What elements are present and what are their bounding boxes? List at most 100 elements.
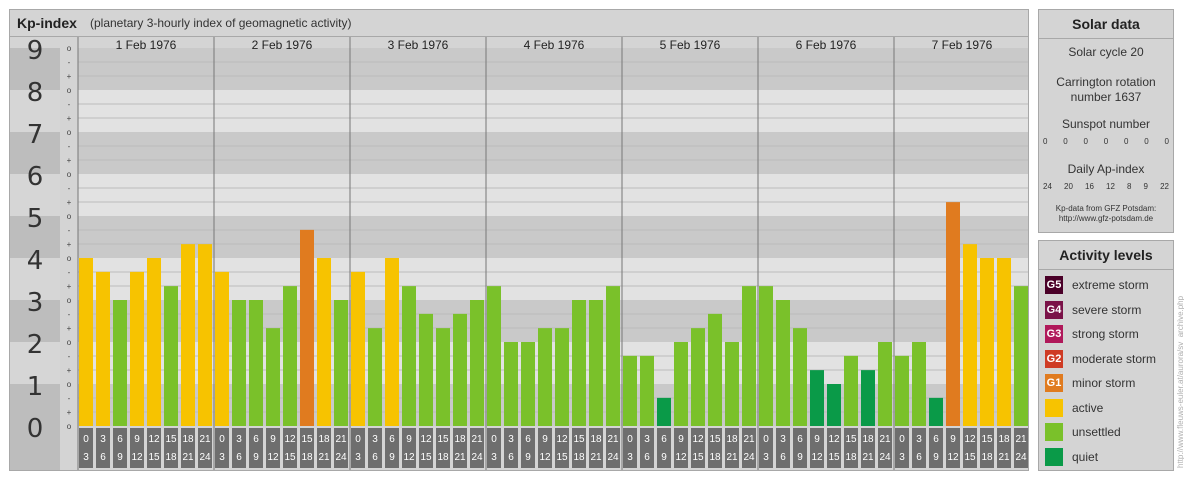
hour-label-start: 21	[1015, 434, 1027, 445]
source-note-line-2: http://www.gfz-potsdam.de	[1058, 214, 1154, 223]
y-tick-label: 2	[27, 330, 44, 360]
kp-bar	[113, 300, 127, 426]
hour-label-start: 18	[862, 434, 874, 445]
level-swatch	[1045, 423, 1063, 441]
y-tick-label: 4	[27, 246, 44, 276]
kp-bar	[487, 286, 501, 426]
kp-bar	[861, 370, 875, 426]
hour-label-end: 12	[675, 452, 687, 463]
kp-bar	[334, 300, 348, 426]
hour-label-end: 18	[301, 452, 313, 463]
hour-box	[198, 428, 212, 468]
ap-index-label: Daily Ap-index	[1067, 162, 1145, 176]
y-minor-tick: -	[68, 394, 71, 403]
y-band	[10, 90, 60, 132]
hour-box	[487, 428, 501, 468]
hour-box	[997, 428, 1011, 468]
hour-label-start: 0	[83, 434, 89, 445]
kp-bar	[759, 286, 773, 426]
activity-level-item: G5 extreme storm	[1045, 275, 1149, 295]
y-minor-tick: o	[67, 44, 72, 53]
ap-value: 22	[1160, 182, 1169, 191]
hour-box	[878, 428, 892, 468]
hour-label-end: 21	[998, 452, 1010, 463]
hour-label-end: 6	[916, 452, 922, 463]
hour-label-end: 24	[335, 452, 347, 463]
kp-bar	[589, 300, 603, 426]
y-tick-label: 1	[27, 372, 44, 402]
hour-label-start: 15	[165, 434, 177, 445]
hour-label-start: 3	[780, 434, 786, 445]
hour-label-start: 0	[219, 434, 225, 445]
y-minor-tick: -	[68, 142, 71, 151]
hour-label-end: 6	[100, 452, 106, 463]
hour-label-end: 15	[284, 452, 296, 463]
kp-bar	[572, 300, 586, 426]
hour-label-start: 12	[828, 434, 840, 445]
hour-label-end: 24	[607, 452, 619, 463]
hour-label-start: 12	[556, 434, 568, 445]
hour-box	[402, 428, 416, 468]
hour-box	[606, 428, 620, 468]
kp-bar	[844, 355, 858, 426]
kp-bar	[504, 342, 518, 426]
hour-label-start: 18	[454, 434, 466, 445]
source-note-line-1: Kp-data from GFZ Potsdam:	[1055, 204, 1157, 213]
hour-label-start: 21	[743, 434, 755, 445]
kp-bar	[606, 286, 620, 426]
kp-bar	[725, 342, 739, 426]
sunspot-value: 0	[1083, 137, 1088, 146]
hour-label-end: 21	[862, 452, 874, 463]
hour-box	[147, 428, 161, 468]
hour-label-start: 6	[661, 434, 667, 445]
hour-box	[317, 428, 331, 468]
y-band	[10, 342, 60, 384]
hour-label-start: 0	[763, 434, 769, 445]
y-band	[10, 216, 60, 258]
kp-bar	[232, 300, 246, 426]
hour-box	[232, 428, 246, 468]
level-label: active	[1072, 400, 1104, 415]
y-minor-tick: -	[68, 268, 71, 277]
hour-label-end: 6	[644, 452, 650, 463]
y-minor-tick: +	[67, 114, 72, 123]
kp-bar	[470, 300, 484, 426]
hour-label-end: 24	[743, 452, 755, 463]
hour-label-start: 21	[607, 434, 619, 445]
y-minor-tick: o	[67, 86, 72, 95]
hour-label-start: 0	[355, 434, 361, 445]
day-label: 5 Feb 1976	[660, 38, 721, 52]
kp-bar	[878, 342, 892, 426]
kp-chart-panel: 0 1 2 3 4 5 6 7 8 9 o + - o + - o + - o + - o + - o + - o + - o + - o + - o 1 …	[9, 9, 1029, 471]
hour-label-start: 9	[406, 434, 412, 445]
hour-label-start: 9	[270, 434, 276, 445]
hour-label-end: 21	[590, 452, 602, 463]
hour-label-end: 6	[372, 452, 378, 463]
carrington-line-1: Carrington rotation	[1056, 75, 1156, 89]
hour-label-start: 9	[542, 434, 548, 445]
hour-label-end: 18	[709, 452, 721, 463]
hour-box	[470, 428, 484, 468]
kp-bar	[368, 328, 382, 426]
hour-label-end: 6	[236, 452, 242, 463]
hour-label-end: 24	[471, 452, 483, 463]
hour-label-end: 18	[573, 452, 585, 463]
hour-label-start: 12	[964, 434, 976, 445]
kp-bar	[351, 271, 365, 426]
activity-level-item: quiet	[1045, 447, 1098, 467]
level-swatch: G2	[1045, 349, 1063, 368]
hour-box	[946, 428, 960, 468]
y-minor-tick: -	[68, 100, 71, 109]
hour-label-start: 12	[148, 434, 160, 445]
level-swatch: G5	[1045, 276, 1063, 294]
hour-label-start: 15	[845, 434, 857, 445]
hour-box	[453, 428, 467, 468]
hour-label-end: 3	[763, 452, 769, 463]
solar-cycle: Solar cycle 20	[1068, 45, 1144, 59]
hour-label-start: 3	[236, 434, 242, 445]
hour-label-end: 15	[828, 452, 840, 463]
y-minor-tick: o	[67, 296, 72, 305]
activity-level-item: G1 minor storm	[1045, 373, 1135, 393]
hour-label-end: 21	[454, 452, 466, 463]
